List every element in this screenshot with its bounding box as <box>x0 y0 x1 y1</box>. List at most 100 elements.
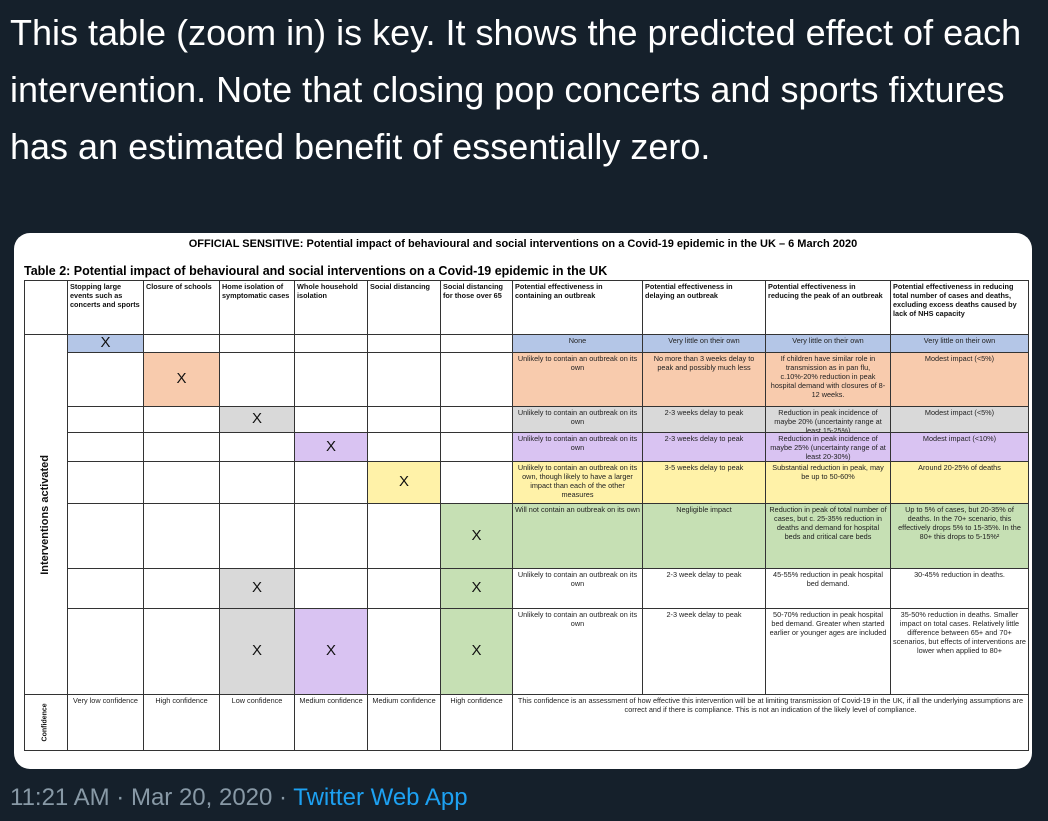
effectiveness-cell: Will not contain an outbreak on its own <box>512 503 643 569</box>
effectiveness-cell: No more than 3 weeks delay to peak and p… <box>642 352 766 407</box>
intervention-mark: X <box>440 608 513 695</box>
confidence-note: This confidence is an assessment of how … <box>512 694 1029 751</box>
confidence-label: Confidence <box>24 694 68 751</box>
empty-cell <box>219 334 295 353</box>
empty-cell <box>67 568 144 609</box>
empty-cell <box>67 461 144 504</box>
effectiveness-cell: If children have similar role in transmi… <box>765 352 891 407</box>
confidence-cell: Low confidence <box>219 694 295 751</box>
empty-cell <box>440 334 513 353</box>
column-header: Closure of schools <box>143 280 220 335</box>
table-title: Table 2: Potential impact of behavioural… <box>24 264 608 278</box>
column-header: Stopping large events such as concerts a… <box>67 280 144 335</box>
empty-cell <box>143 568 220 609</box>
empty-cell <box>143 432 220 462</box>
intervention-mark: X <box>219 406 295 433</box>
column-header: Social distancing <box>367 280 441 335</box>
empty-cell <box>294 503 368 569</box>
effectiveness-cell: Reduction in peak of total number of cas… <box>765 503 891 569</box>
effectiveness-cell: Unlikely to contain an outbreak on its o… <box>512 608 643 695</box>
confidence-cell: Very low confidence <box>67 694 144 751</box>
intervention-mark: X <box>440 568 513 609</box>
column-header: Potential effectiveness in delaying an o… <box>642 280 766 335</box>
confidence-cell: Medium confidence <box>367 694 441 751</box>
effectiveness-cell: 2-3 week delay to peak <box>642 568 766 609</box>
empty-cell <box>219 432 295 462</box>
empty-cell <box>143 503 220 569</box>
effectiveness-cell: Very little on their own <box>642 334 766 353</box>
empty-cell <box>67 432 144 462</box>
intervention-mark: X <box>219 608 295 695</box>
effectiveness-cell: Unlikely to contain an outbreak on its o… <box>512 568 643 609</box>
document-header: OFFICIAL SENSITIVE: Potential impact of … <box>188 238 858 250</box>
effectiveness-cell: Negligible impact <box>642 503 766 569</box>
confidence-cell: High confidence <box>143 694 220 751</box>
column-header: Potential effectiveness in containing an… <box>512 280 643 335</box>
effectiveness-cell: Up to 5% of cases, but 20-35% of deaths.… <box>890 503 1029 569</box>
column-header: Potential effectiveness in reducing the … <box>765 280 891 335</box>
tweet-text: This table (zoom in) is key. It shows th… <box>10 12 1022 167</box>
tweet-timestamp: 11:21 AM · Mar 20, 2020 · Twitter Web Ap… <box>10 784 468 812</box>
tweet-time: 11:21 AM · Mar 20, 2020 · <box>10 784 294 811</box>
intervention-mark: X <box>440 503 513 569</box>
empty-cell <box>294 334 368 353</box>
empty-cell <box>294 406 368 433</box>
empty-cell <box>294 568 368 609</box>
effectiveness-cell: Around 20-25% of deaths <box>890 461 1029 504</box>
empty-cell <box>440 406 513 433</box>
intervention-mark: X <box>294 608 368 695</box>
effectiveness-cell: 2-3 weeks delay to peak <box>642 432 766 462</box>
empty-cell <box>367 503 441 569</box>
effectiveness-cell: Reduction in peak incidence of maybe 25%… <box>765 432 891 462</box>
effectiveness-cell: 30-45% reduction in deaths. <box>890 568 1029 609</box>
empty-cell <box>219 503 295 569</box>
intervention-mark: X <box>143 352 220 407</box>
effectiveness-cell: 3-5 weeks delay to peak <box>642 461 766 504</box>
empty-cell <box>67 608 144 695</box>
effectiveness-cell: None <box>512 334 643 353</box>
table-corner-cell <box>24 280 68 335</box>
empty-cell <box>367 406 441 433</box>
empty-cell <box>294 352 368 407</box>
empty-cell <box>440 352 513 407</box>
empty-cell <box>67 406 144 433</box>
effectiveness-cell: Modest impact (<5%) <box>890 406 1029 433</box>
intervention-mark: X <box>294 432 368 462</box>
confidence-cell: High confidence <box>440 694 513 751</box>
tweet-source-link[interactable]: Twitter Web App <box>293 784 468 811</box>
effectiveness-cell: Unlikely to contain an outbreak on its o… <box>512 432 643 462</box>
empty-cell <box>367 432 441 462</box>
effectiveness-cell: 2-3 weeks delay to peak <box>642 406 766 433</box>
column-header: Home isolation of symptomatic cases <box>219 280 295 335</box>
empty-cell <box>143 608 220 695</box>
interventions-activated-text: Interventions activated <box>39 454 52 575</box>
effectiveness-cell: 35-50% reduction in deaths. Smaller impa… <box>890 608 1029 695</box>
empty-cell <box>219 352 295 407</box>
empty-cell <box>143 406 220 433</box>
empty-cell <box>67 503 144 569</box>
effectiveness-cell: Very little on their own <box>765 334 891 353</box>
effectiveness-cell: Reduction in peak incidence of maybe 20%… <box>765 406 891 433</box>
empty-cell <box>294 461 368 504</box>
effectiveness-cell: 45-55% reduction in peak hospital bed de… <box>765 568 891 609</box>
empty-cell <box>440 461 513 504</box>
intervention-table: Stopping large events such as concerts a… <box>24 280 1029 751</box>
effectiveness-cell: Unlikely to contain an outbreak on its o… <box>512 406 643 433</box>
empty-cell <box>367 568 441 609</box>
empty-cell <box>143 334 220 353</box>
effectiveness-cell: Substantial reduction in peak, may be up… <box>765 461 891 504</box>
column-header: Social distancing for those over 65 <box>440 280 513 335</box>
effectiveness-cell: Very little on their own <box>890 334 1029 353</box>
tweet-image[interactable]: OFFICIAL SENSITIVE: Potential impact of … <box>14 233 1032 769</box>
effectiveness-cell: Modest impact (<10%) <box>890 432 1029 462</box>
column-header: Potential effectiveness in reducing tota… <box>890 280 1029 335</box>
column-header: Whole household isolation <box>294 280 368 335</box>
intervention-mark: X <box>219 568 295 609</box>
interventions-activated-label: Interventions activated <box>24 334 68 695</box>
empty-cell <box>440 432 513 462</box>
effectiveness-cell: Unlikely to contain an outbreak on its o… <box>512 461 643 504</box>
empty-cell <box>219 461 295 504</box>
empty-cell <box>67 352 144 407</box>
confidence-cell: Medium confidence <box>294 694 368 751</box>
empty-cell <box>143 461 220 504</box>
